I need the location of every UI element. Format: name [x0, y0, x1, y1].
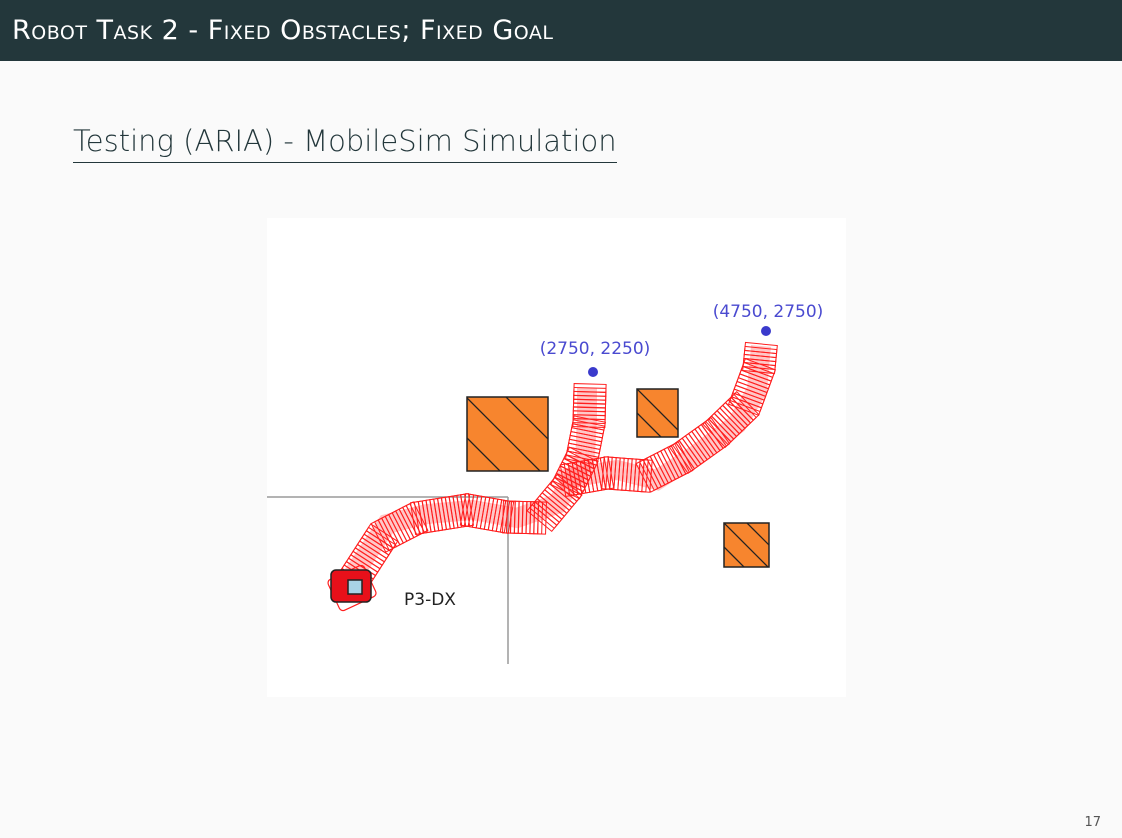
- obstacle-small-right: [723, 522, 770, 568]
- waypoint-2: (4750, 2750): [713, 302, 824, 336]
- trail-pose: [537, 501, 547, 535]
- trail-pose: [744, 341, 778, 355]
- waypoint-1-label: (2750, 2250): [540, 339, 651, 359]
- waypoint-2-label: (4750, 2750): [713, 302, 824, 322]
- section-heading: Testing (ARIA) - MobileSim Simulation: [73, 124, 617, 163]
- slide-title: Robot Task 2 - Fixed Obstacles; Fixed Go…: [12, 15, 554, 46]
- subtitle: Testing (ARIA) - MobileSim Simulation: [73, 124, 617, 163]
- page-number: 17: [1084, 815, 1101, 830]
- slide-header: Robot Task 2 - Fixed Obstacles; Fixed Go…: [0, 0, 1122, 61]
- robot-trajectory: [334, 341, 778, 597]
- waypoint-1: (2750, 2250): [540, 339, 651, 377]
- simulation-figure: (2750, 2250) (4750, 2750) P3-DX: [267, 218, 846, 697]
- simulation-canvas: (2750, 2250) (4750, 2750) P3-DX: [267, 302, 824, 664]
- trail-pose: [573, 383, 607, 393]
- robot-p3dx: P3-DX: [327, 564, 456, 612]
- robot-label: P3-DX: [404, 590, 456, 610]
- obstacle-large: [466, 396, 549, 472]
- map-boundary: [267, 496, 509, 664]
- obstacle-small-top: [636, 388, 679, 438]
